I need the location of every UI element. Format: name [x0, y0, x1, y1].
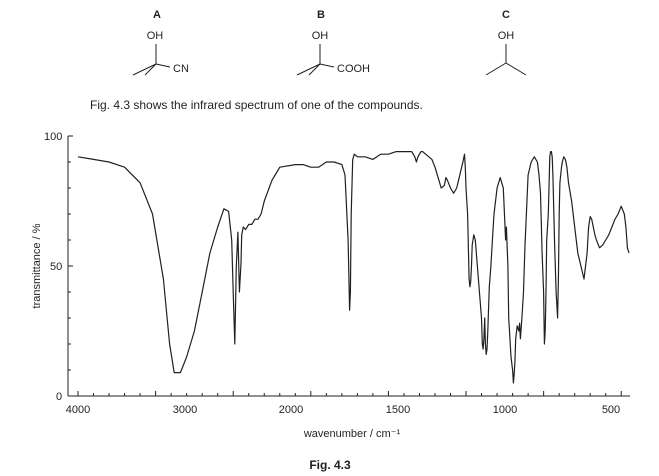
structure-a: A OH CN: [132, 9, 189, 76]
x-tick-label-1000: 1000: [493, 404, 517, 416]
ir-spectrum-chart: 100 50 0 4000 3000 2000 1500 1000 500 wa…: [31, 131, 630, 440]
structure-b-carboxyl: COOH: [337, 63, 370, 75]
x-ticks: [77, 391, 622, 396]
structure-c-bonds: [485, 44, 527, 76]
x-tick-label-500: 500: [602, 404, 620, 416]
structure-a-bonds: [132, 44, 171, 76]
y-tick-label-0: 0: [56, 391, 62, 403]
x-tick-label-4000: 4000: [66, 404, 90, 416]
structure-a-nitrile: CN: [173, 63, 189, 75]
y-ticks: [68, 135, 73, 397]
x-tick-label-2000: 2000: [279, 404, 303, 416]
figure-label: Fig. 4.3: [309, 458, 351, 472]
structure-b-hydroxyl: OH: [312, 30, 329, 42]
structure-c: C OH: [485, 9, 527, 76]
x-tick-label-3000: 3000: [173, 404, 197, 416]
y-axis-title: transmittance / %: [31, 223, 43, 308]
figure-caption: Fig. 4.3 shows the infrared spectrum of …: [90, 98, 423, 112]
x-axis-title: wavenumber / cm⁻¹: [303, 428, 401, 440]
y-tick-label-50: 50: [50, 261, 62, 273]
structure-a-letter: A: [153, 9, 161, 21]
structure-b-letter: B: [317, 9, 325, 21]
structure-c-letter: C: [502, 9, 510, 21]
structure-b-bonds: [296, 44, 335, 76]
structure-b: B OH COOH: [296, 9, 370, 76]
spectrum-line: [77, 151, 630, 384]
y-tick-label-100: 100: [44, 131, 62, 143]
structure-c-hydroxyl: OH: [498, 30, 515, 42]
x-tick-label-1500: 1500: [386, 404, 410, 416]
structure-a-hydroxyl: OH: [147, 30, 164, 42]
